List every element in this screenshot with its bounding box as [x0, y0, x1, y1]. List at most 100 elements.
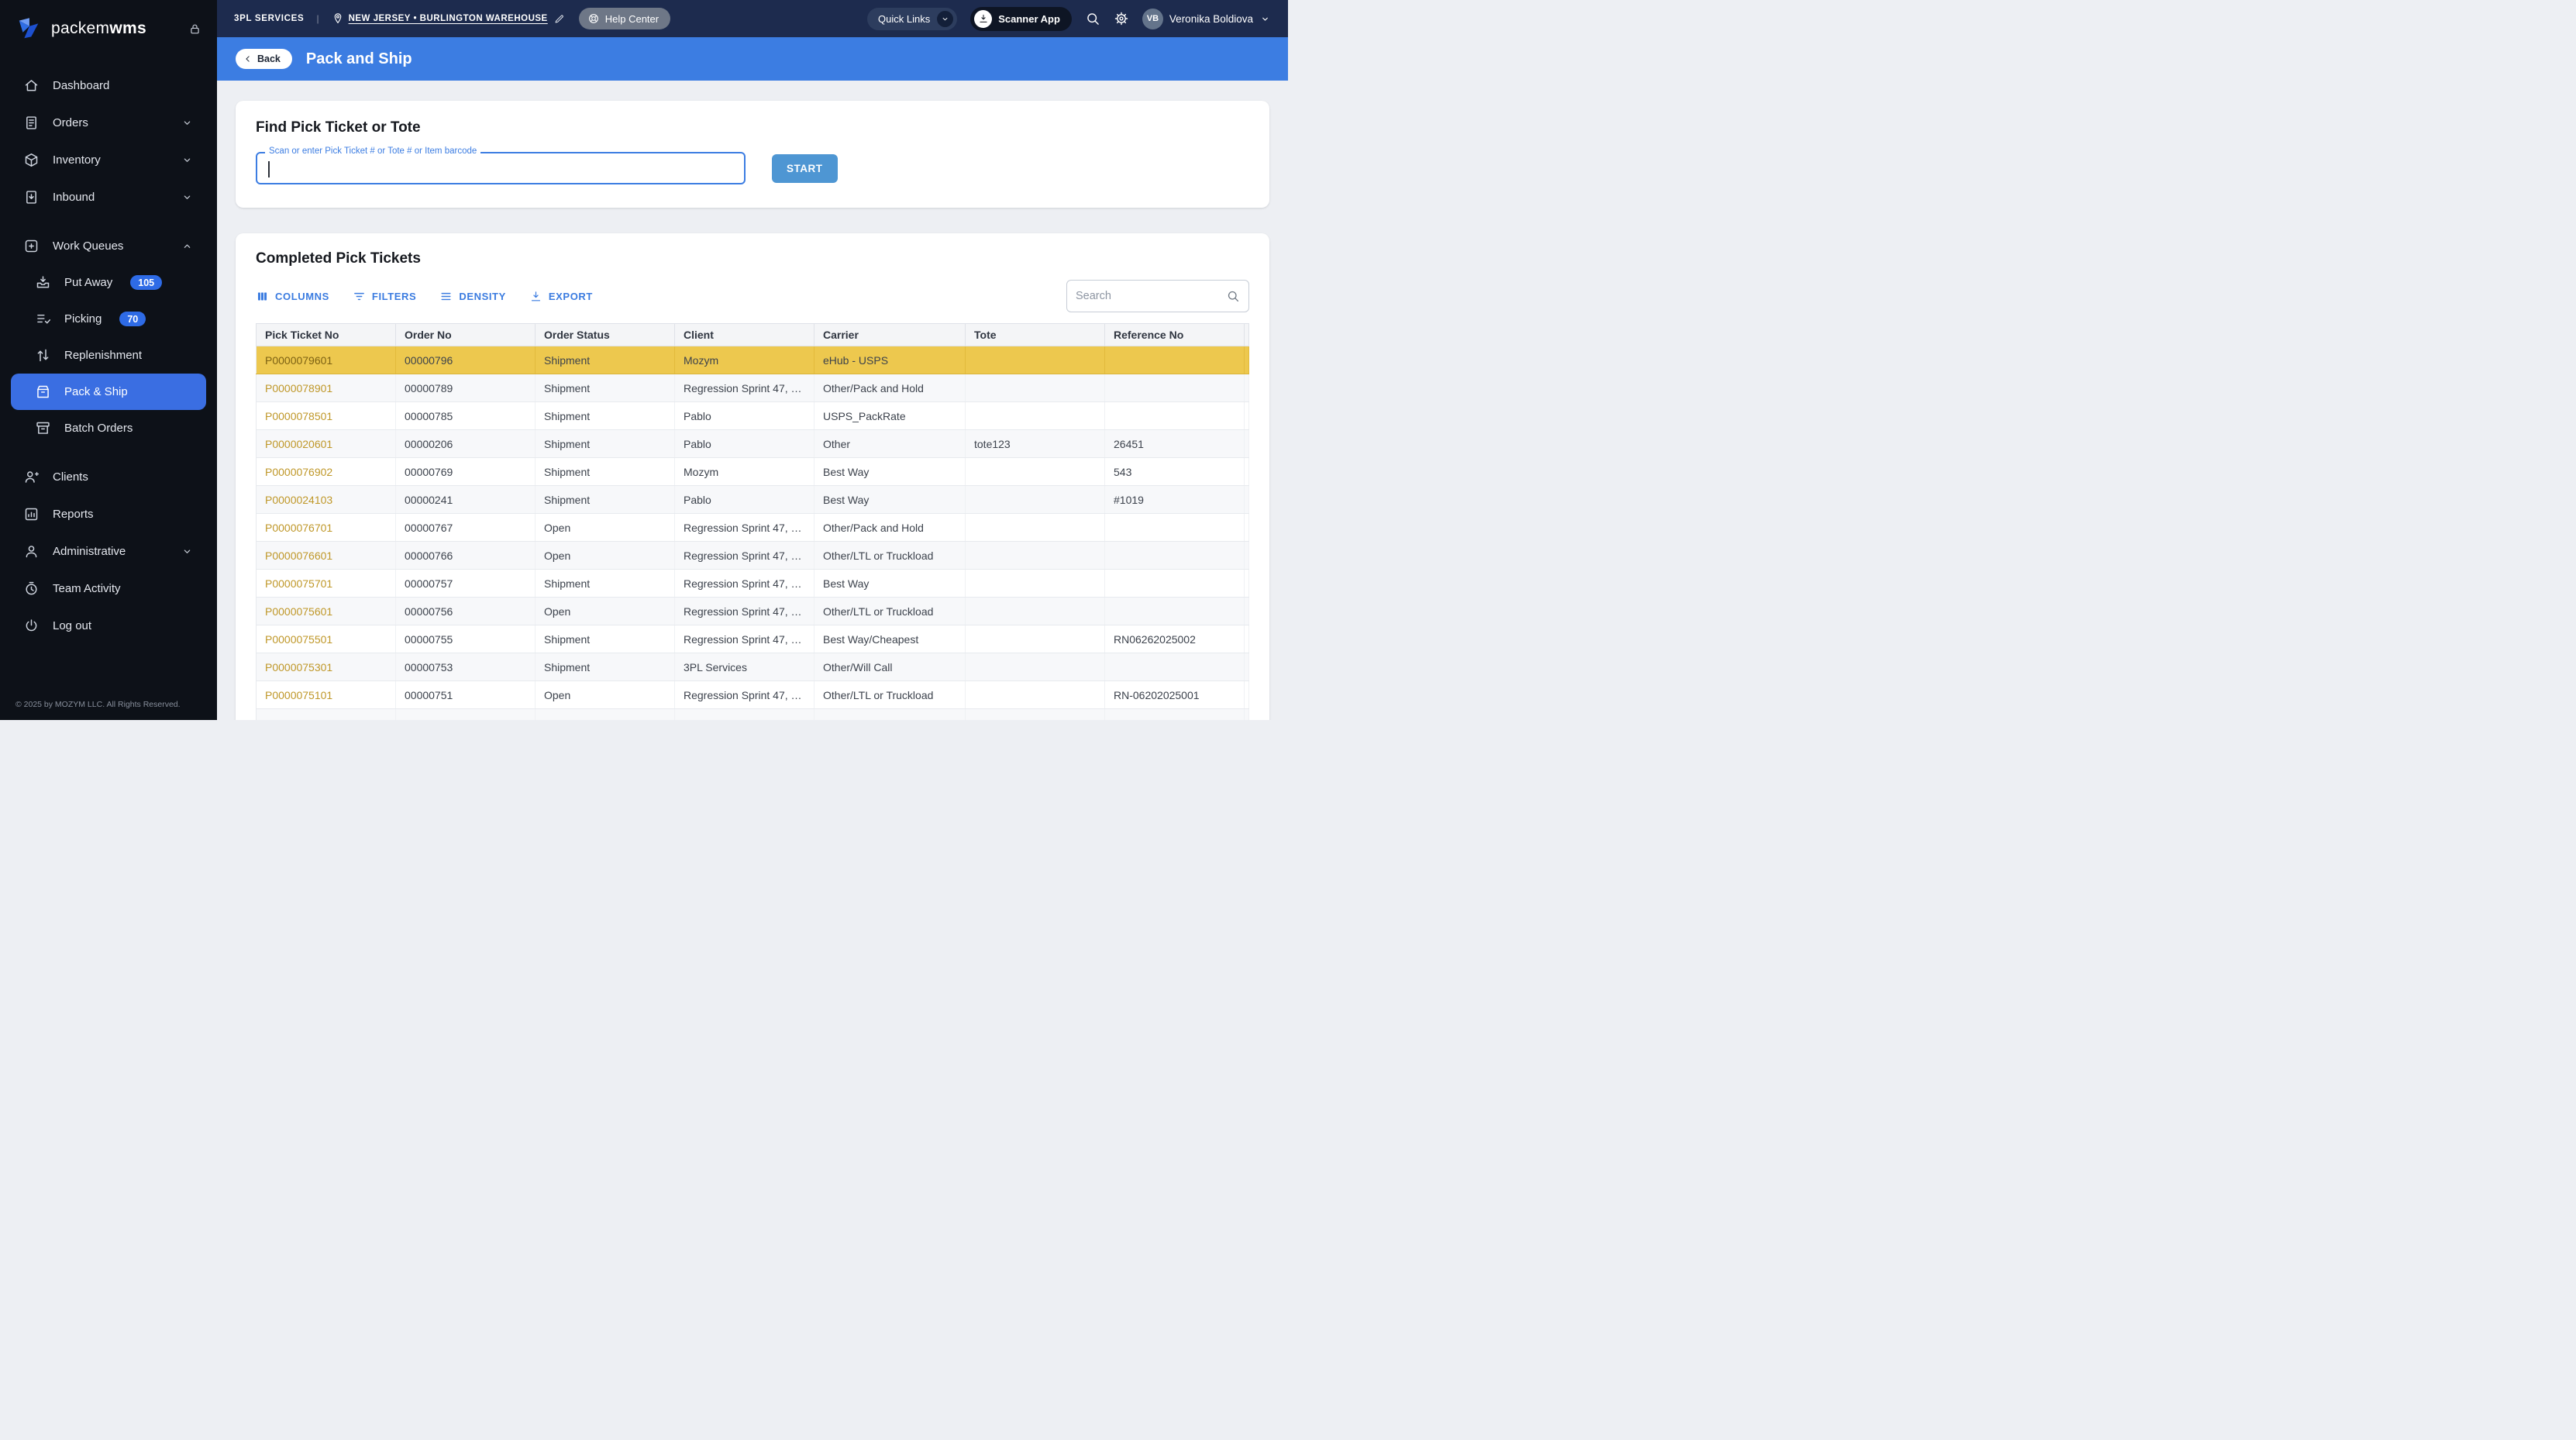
- pick-ticket-link[interactable]: P0000024103: [265, 494, 332, 506]
- cell-order-status: Open: [536, 514, 675, 542]
- sidebar-item-label: Replenishment: [64, 349, 142, 362]
- sidebar-item-label: Inventory: [53, 153, 101, 167]
- pick-ticket-link[interactable]: P0000075601: [265, 605, 332, 618]
- sidebar-item-label: Batch Orders: [64, 422, 133, 435]
- table-row[interactable]: P0000075501 00000755 Shipment Regression…: [257, 625, 1249, 653]
- table-search-input[interactable]: [1076, 290, 1220, 302]
- table-row[interactable]: P0000075301 00000753 Shipment 3PL Servic…: [257, 653, 1249, 681]
- cell-pick-ticket-no: P0000078501: [257, 402, 396, 430]
- cell-client: Mozym: [675, 458, 814, 486]
- pick-ticket-link[interactable]: P0000075501: [265, 633, 332, 646]
- quick-links-button[interactable]: Quick Links: [867, 8, 957, 30]
- cell-client: 3PL Services: [675, 653, 814, 681]
- inventory-icon: [23, 152, 40, 168]
- search-icon[interactable]: [1226, 289, 1240, 303]
- sidebar-item-log-out[interactable]: Log out: [11, 607, 206, 644]
- columns-button[interactable]: COLUMNS: [256, 290, 329, 303]
- content: Find Pick Ticket or Tote Scan or enter P…: [217, 81, 1288, 720]
- cell-pick-ticket-no: P0000076902: [257, 458, 396, 486]
- table-row[interactable]: P0000075701 00000757 Shipment Regression…: [257, 570, 1249, 598]
- lock-icon[interactable]: [188, 22, 201, 36]
- sidebar-item-label: Reports: [53, 508, 94, 521]
- sidebar-item-inbound[interactable]: Inbound: [11, 178, 206, 215]
- sidebar-item-pack-ship[interactable]: Pack & Ship: [11, 374, 206, 410]
- sidebar-item-picking[interactable]: Picking 70: [11, 301, 206, 337]
- pick-ticket-link[interactable]: P0000078501: [265, 410, 332, 422]
- cell-order-no: 00000756: [396, 598, 536, 625]
- column-reference-no[interactable]: Reference No: [1105, 324, 1245, 346]
- pick-ticket-link[interactable]: P0000079601: [265, 354, 332, 367]
- sidebar-item-work-queues[interactable]: Work Queues: [11, 227, 206, 264]
- inbound-icon: [23, 189, 40, 205]
- pick-ticket-link[interactable]: P0000076601: [265, 549, 332, 562]
- export-button[interactable]: EXPORT: [529, 290, 593, 303]
- pick-ticket-link[interactable]: P0000076701: [265, 522, 332, 534]
- sidebar-item-clients[interactable]: Clients: [11, 458, 206, 495]
- table-row[interactable]: P0000024103 00000241 Shipment Pablo Best…: [257, 486, 1249, 514]
- pick-ticket-link[interactable]: P0000075101: [265, 689, 332, 701]
- table-row[interactable]: P0000076902 00000769 Shipment Mozym Best…: [257, 458, 1249, 486]
- pick-ticket-link[interactable]: P0000078901: [265, 382, 332, 394]
- sidebar-item-team-activity[interactable]: Team Activity: [11, 570, 206, 607]
- back-button[interactable]: Back: [236, 49, 292, 69]
- help-center-button[interactable]: Help Center: [579, 8, 670, 29]
- table-row[interactable]: P0000075101 00000751 Open Regression Spr…: [257, 681, 1249, 709]
- help-icon: [587, 12, 600, 25]
- edit-warehouse-icon[interactable]: [554, 13, 565, 24]
- table-row[interactable]: P0000076701 00000767 Open Regression Spr…: [257, 514, 1249, 542]
- filters-button[interactable]: FILTERS: [353, 290, 416, 303]
- user-menu[interactable]: VB Veronika Boldiova: [1142, 9, 1271, 29]
- table-row[interactable]: P0000078501 00000785 Shipment Pablo USPS…: [257, 402, 1249, 430]
- cell-client: Regression Sprint 47, …: [675, 542, 814, 570]
- pick-ticket-link[interactable]: P0000075301: [265, 661, 332, 673]
- cell-tote: [966, 653, 1105, 681]
- table-row[interactable]: P0000078901 00000789 Shipment Regression…: [257, 374, 1249, 402]
- orders-icon: [23, 115, 40, 131]
- column-carrier[interactable]: Carrier: [814, 324, 966, 346]
- cell-client: Pablo: [675, 402, 814, 430]
- pick-ticket-link[interactable]: P0000076902: [265, 466, 332, 478]
- table-row[interactable]: P0000075601 00000756 Open Regression Spr…: [257, 598, 1249, 625]
- gear-icon[interactable]: [1114, 11, 1129, 26]
- brand-name: packemwms: [51, 19, 146, 38]
- sidebar-item-put-away[interactable]: Put Away 105: [11, 264, 206, 301]
- sidebar-item-inventory[interactable]: Inventory: [11, 141, 206, 178]
- activity-icon: [23, 580, 40, 597]
- chevron-up-icon: [181, 239, 194, 253]
- cell-extra: [1245, 653, 1249, 681]
- cell-extra: [1245, 709, 1249, 721]
- density-button[interactable]: DENSITY: [439, 290, 506, 303]
- cell-carrier: USPS_PackRate: [814, 402, 966, 430]
- column-order-status[interactable]: Order Status: [536, 324, 675, 346]
- sidebar-item-label: Work Queues: [53, 239, 123, 253]
- sidebar-item-replenishment[interactable]: Replenishment: [11, 337, 206, 374]
- column-client[interactable]: Client: [675, 324, 814, 346]
- help-center-label: Help Center: [605, 13, 659, 25]
- column-pick-ticket-no[interactable]: Pick Ticket No: [257, 324, 396, 346]
- cell-pick-ticket-no: P0000075701: [257, 570, 396, 598]
- sidebar-item-orders[interactable]: Orders: [11, 104, 206, 141]
- sidebar-item-administrative[interactable]: Administrative: [11, 532, 206, 570]
- warehouse-link[interactable]: NEW JERSEY • BURLINGTON WAREHOUSE: [349, 14, 548, 23]
- pick-ticket-input[interactable]: [257, 153, 744, 183]
- sidebar-item-label: Clients: [53, 470, 88, 484]
- column-tote[interactable]: Tote: [966, 324, 1105, 346]
- picking-icon: [35, 311, 51, 327]
- start-button[interactable]: START: [772, 154, 838, 183]
- chevron-down-icon: [181, 545, 194, 558]
- table-row[interactable]: [257, 709, 1249, 721]
- sidebar-item-batch-orders[interactable]: Batch Orders: [11, 410, 206, 446]
- pick-ticket-link[interactable]: P0000020601: [265, 438, 332, 450]
- search-icon[interactable]: [1085, 11, 1100, 26]
- sidebar-item-dashboard[interactable]: Dashboard: [11, 67, 206, 104]
- sidebar-item-label: Dashboard: [53, 79, 109, 92]
- chevron-left-icon: [243, 53, 253, 64]
- table-row[interactable]: P0000020601 00000206 Shipment Pablo Othe…: [257, 430, 1249, 458]
- scanner-app-button[interactable]: Scanner App: [970, 7, 1072, 31]
- table-row[interactable]: P0000079601 00000796 Shipment Mozym eHub…: [257, 346, 1249, 374]
- grid-toolbar: COLUMNS FILTERS DENSITY EXPORT: [256, 280, 1249, 312]
- sidebar-item-reports[interactable]: Reports: [11, 495, 206, 532]
- table-row[interactable]: P0000076601 00000766 Open Regression Spr…: [257, 542, 1249, 570]
- column-order-no[interactable]: Order No: [396, 324, 536, 346]
- pick-ticket-link[interactable]: P0000075701: [265, 577, 332, 590]
